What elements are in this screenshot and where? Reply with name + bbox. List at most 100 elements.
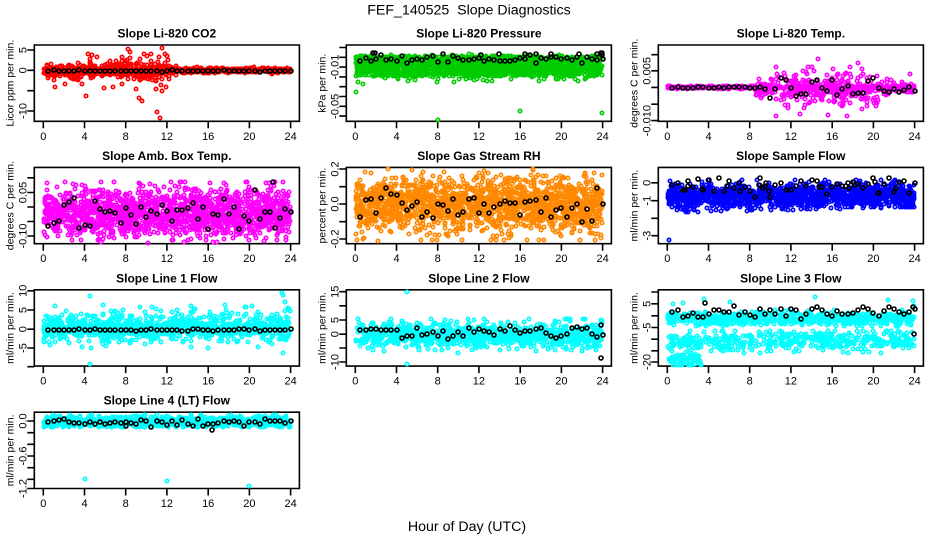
svg-text:12: 12	[161, 498, 173, 510]
svg-text:5: 5	[329, 317, 341, 323]
svg-text:4: 4	[393, 253, 399, 265]
svg-text:4: 4	[393, 376, 399, 388]
svg-text:24: 24	[596, 376, 608, 388]
svg-text:24: 24	[284, 253, 296, 265]
svg-text:ml/min per min.: ml/min per min.	[4, 292, 16, 364]
svg-text:4: 4	[705, 376, 711, 388]
svg-text:8: 8	[435, 376, 441, 388]
svg-text:24: 24	[908, 253, 920, 265]
svg-text:0: 0	[40, 376, 46, 388]
svg-text:0.0: 0.0	[17, 413, 29, 428]
svg-text:-0.2: -0.2	[329, 230, 341, 249]
svg-text:Hour of Day (UTC): Hour of Day (UTC)	[408, 519, 526, 535]
svg-text:20: 20	[243, 131, 255, 143]
svg-text:24: 24	[284, 376, 296, 388]
svg-text:-0.6: -0.6	[17, 447, 29, 466]
svg-text:8: 8	[123, 253, 129, 265]
svg-text:-5: -5	[17, 343, 29, 353]
svg-text:0: 0	[352, 131, 358, 143]
svg-text:-5: -5	[641, 323, 653, 333]
svg-text:24: 24	[284, 498, 296, 510]
svg-text:16: 16	[826, 376, 838, 388]
svg-text:12: 12	[161, 376, 173, 388]
svg-text:20: 20	[867, 253, 879, 265]
svg-text:0: 0	[40, 253, 46, 265]
svg-text:24: 24	[596, 131, 608, 143]
svg-text:0: 0	[664, 131, 670, 143]
svg-text:4: 4	[705, 131, 711, 143]
svg-text:0: 0	[17, 67, 29, 73]
svg-text:-0.01: -0.01	[329, 55, 341, 80]
svg-text:ml/min per min.: ml/min per min.	[4, 415, 16, 487]
svg-text:0.0: 0.0	[329, 196, 341, 211]
svg-text:percent per min.: percent per min.	[316, 168, 328, 244]
svg-text:-10: -10	[329, 354, 341, 370]
svg-text:ml/min per min.: ml/min per min.	[628, 292, 640, 364]
svg-text:4: 4	[393, 131, 399, 143]
svg-text:10: 10	[17, 285, 29, 297]
svg-text:FEF_140525 Slope Diagnostics: FEF_140525 Slope Diagnostics	[367, 3, 570, 19]
svg-text:ml/min per min.: ml/min per min.	[316, 292, 328, 364]
svg-text:15: 15	[329, 286, 341, 298]
svg-text:kPa per min.: kPa per min.	[316, 54, 328, 113]
svg-text:20: 20	[555, 376, 567, 388]
svg-text:Slope Line 1 Flow: Slope Line 1 Flow	[116, 271, 218, 285]
svg-text:0.005: 0.005	[641, 57, 653, 85]
svg-text:8: 8	[435, 253, 441, 265]
svg-text:24: 24	[908, 131, 920, 143]
svg-text:16: 16	[202, 253, 214, 265]
svg-text:0: 0	[664, 376, 670, 388]
svg-text:Slope Li-820 CO2: Slope Li-820 CO2	[117, 27, 216, 41]
svg-text:12: 12	[473, 376, 485, 388]
svg-text:0.05: 0.05	[17, 182, 29, 203]
svg-text:16: 16	[514, 376, 526, 388]
svg-text:20: 20	[243, 498, 255, 510]
svg-text:8: 8	[123, 498, 129, 510]
svg-text:0: 0	[352, 253, 358, 265]
svg-text:16: 16	[514, 131, 526, 143]
svg-text:8: 8	[435, 131, 441, 143]
svg-text:4: 4	[705, 253, 711, 265]
svg-text:12: 12	[785, 131, 797, 143]
svg-text:12: 12	[161, 131, 173, 143]
svg-text:-3: -3	[641, 231, 653, 241]
svg-text:0: 0	[17, 326, 29, 332]
svg-text:16: 16	[202, 131, 214, 143]
svg-text:20: 20	[867, 376, 879, 388]
svg-text:12: 12	[785, 253, 797, 265]
svg-text:-0.10: -0.10	[17, 223, 29, 248]
svg-text:Slope Amb. Box Temp.: Slope Amb. Box Temp.	[102, 149, 231, 163]
svg-text:-20: -20	[641, 354, 653, 370]
svg-text:12: 12	[161, 253, 173, 265]
svg-text:12: 12	[473, 131, 485, 143]
svg-text:0: 0	[664, 253, 670, 265]
svg-text:5: 5	[641, 301, 653, 307]
svg-text:4: 4	[81, 131, 87, 143]
svg-text:0: 0	[352, 376, 358, 388]
svg-text:16: 16	[826, 253, 838, 265]
svg-text:20: 20	[867, 131, 879, 143]
svg-text:-1.2: -1.2	[17, 479, 29, 498]
svg-text:16: 16	[826, 131, 838, 143]
svg-text:Slope Sample Flow: Slope Sample Flow	[736, 149, 846, 163]
svg-text:24: 24	[908, 376, 920, 388]
svg-text:0: 0	[329, 331, 341, 337]
svg-text:4: 4	[81, 376, 87, 388]
svg-text:12: 12	[785, 376, 797, 388]
svg-text:24: 24	[284, 131, 296, 143]
svg-text:12: 12	[473, 253, 485, 265]
svg-text:5: 5	[17, 307, 29, 313]
svg-text:Slope Li-820 Pressure: Slope Li-820 Pressure	[416, 27, 542, 41]
svg-text:20: 20	[243, 253, 255, 265]
svg-text:Slope Li-820 Temp.: Slope Li-820 Temp.	[737, 27, 845, 41]
svg-text:0.2: 0.2	[329, 161, 341, 176]
svg-text:-1: -1	[641, 196, 653, 206]
svg-text:8: 8	[747, 253, 753, 265]
svg-text:8: 8	[123, 131, 129, 143]
svg-text:0: 0	[641, 180, 653, 186]
svg-text:4: 4	[81, 253, 87, 265]
svg-text:8: 8	[747, 131, 753, 143]
svg-text:20: 20	[243, 376, 255, 388]
svg-text:Licor ppm per min.: Licor ppm per min.	[4, 40, 16, 127]
svg-text:8: 8	[123, 376, 129, 388]
